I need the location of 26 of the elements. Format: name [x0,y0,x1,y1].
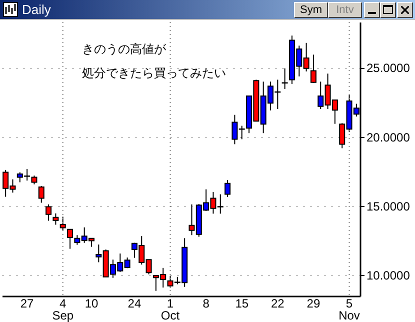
x-tick-label: 10 [84,296,98,310]
x-tick-label: 22 [270,296,285,310]
x-tick-label: 24 [128,296,142,310]
x-tick-label: 29 [306,296,320,310]
candlestick [224,180,231,198]
annotation: きのうの高値が [82,42,167,56]
text: Intv [328,2,362,18]
x-tick-label: 27 [20,296,34,310]
candlestick [67,228,74,250]
y-tick-label: 15.0000 [366,200,410,214]
candlestick [46,204,52,222]
candlestick [310,54,316,84]
annotation: 処分できたら買ってみたい [82,66,226,80]
chart-title: Daily [22,2,51,17]
y-tick-label: 25.0000 [366,61,410,76]
y-tick-label: 10.0000 [366,268,410,283]
x-tick-label: 15 [235,296,249,310]
x-tick-label: 4 Sep [52,296,74,322]
y-tick-label: 20.0000 [366,130,410,144]
candlestick [52,212,59,226]
x-tick-label: 5 Nov [338,296,360,322]
text: Sym [294,2,328,18]
x-tick-label: 8 [202,296,210,310]
candlestick [38,185,44,204]
x-tick-label: 1 Oct [160,296,180,322]
candlestick [60,216,66,232]
